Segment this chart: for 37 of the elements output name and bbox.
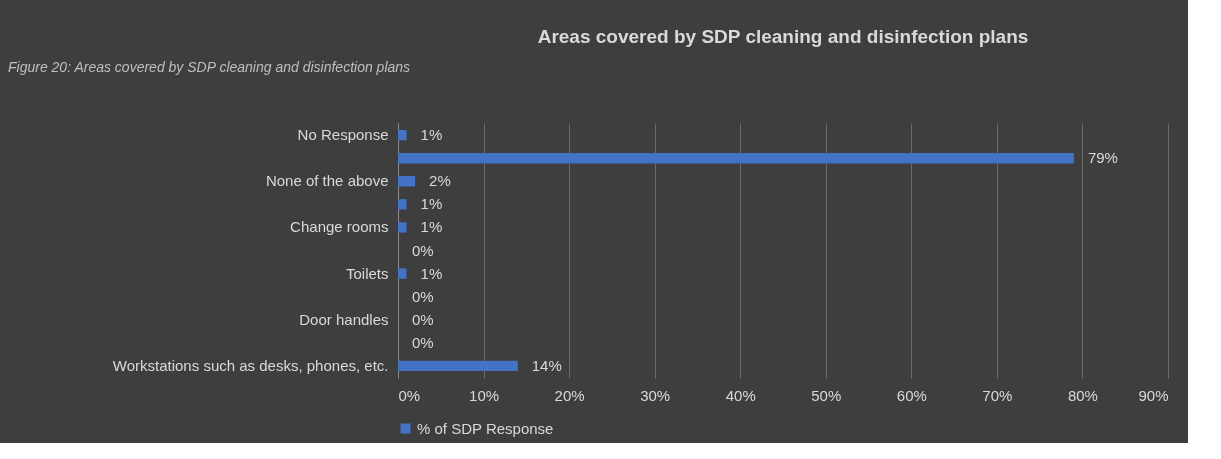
x-tick-label: 80% — [1067, 386, 1098, 404]
y-tick-label: Change rooms — [290, 218, 389, 236]
y-tick-label: None of the above — [265, 172, 389, 190]
caption: Figure 20: Areas covered by SDP cleaning and disinfection plans — [8, 59, 411, 75]
bar — [398, 222, 407, 233]
chart-title: Areas covered by SDP cleaning and disinfection plans — [537, 26, 1029, 47]
data-label: 1% — [420, 126, 443, 144]
x-tick-label: 50% — [811, 386, 842, 404]
bar — [398, 360, 518, 372]
x-tick-label: 0% — [398, 386, 421, 404]
data-label: 1% — [420, 195, 443, 213]
x-tick-label: 20% — [554, 386, 585, 404]
data-label: 0% — [412, 241, 434, 259]
x-tick-label: 60% — [896, 386, 927, 404]
data-label: 1% — [420, 218, 443, 236]
data-label: 79% — [1087, 149, 1118, 167]
y-tick-label: Toilets — [345, 264, 389, 282]
data-label: 0% — [412, 333, 434, 351]
x-tick-label: 40% — [725, 386, 756, 404]
data-label: 1% — [420, 264, 443, 282]
y-tick-label: Door handles — [299, 310, 389, 328]
data-label: 14% — [531, 356, 562, 374]
bar — [398, 129, 407, 141]
x-tick-label: 70% — [982, 386, 1013, 404]
x-tick-label: 10% — [469, 386, 500, 404]
bar — [398, 199, 407, 210]
x-tick-label: 90% — [1138, 386, 1169, 404]
y-tick-label: Workstations such as desks, phones, etc. — [112, 356, 389, 374]
x-tick-label: 30% — [640, 386, 671, 404]
y-tick-label: No Response — [297, 126, 389, 144]
bar — [398, 153, 1074, 164]
bar — [398, 268, 407, 279]
bar — [398, 176, 416, 187]
data-label: 2% — [429, 172, 451, 190]
data-label: 0% — [412, 310, 434, 328]
legend-label: % of SDP Response — [417, 419, 554, 437]
data-label: 0% — [412, 287, 434, 305]
